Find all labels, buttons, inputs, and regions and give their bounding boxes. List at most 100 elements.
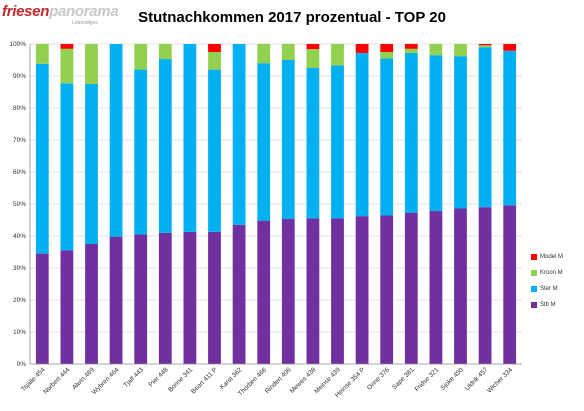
- bar-stack: [331, 44, 344, 364]
- x-tick-label: Karst 362: [219, 366, 244, 391]
- bar-stack: [306, 44, 320, 364]
- x-tick-label: Sjoke 450: [440, 366, 466, 392]
- bar-segment: [380, 215, 394, 364]
- bar-segment: [478, 44, 492, 46]
- bar-segment: [380, 58, 394, 216]
- bar-segment: [60, 250, 74, 364]
- bar-segment: [85, 244, 98, 364]
- bar-segment: [85, 44, 98, 84]
- bar-stack: [183, 44, 197, 364]
- bar-segment: [208, 52, 221, 70]
- bar-segment: [60, 48, 74, 84]
- legend-label: Ster M: [540, 285, 558, 292]
- bar-segment: [158, 59, 172, 233]
- bar-segment: [380, 44, 394, 52]
- bar-segment: [404, 44, 418, 49]
- bar-stack: [60, 44, 74, 364]
- bar-segment: [281, 60, 295, 220]
- y-tick-label: 50%: [13, 201, 26, 208]
- bar-segment: [35, 253, 49, 364]
- bar-segment: [134, 44, 148, 70]
- y-tick-label: 60%: [13, 169, 26, 176]
- bar-stack: [281, 44, 295, 364]
- bar-stack: [404, 44, 418, 364]
- bar-segment: [232, 44, 246, 225]
- x-tick-label: Norbert 444: [42, 366, 71, 395]
- x-tick-label: Tjalf 443: [123, 366, 146, 389]
- bar-segment: [257, 220, 271, 364]
- bar-segment: [306, 49, 320, 68]
- bar-stack: [85, 44, 98, 364]
- legend-swatch: [531, 253, 537, 260]
- legend-item: Stb M: [531, 299, 563, 310]
- bar-segment: [306, 218, 320, 364]
- y-tick-label: 30%: [13, 265, 26, 272]
- bar-segment: [306, 68, 320, 219]
- bar-stack: [503, 44, 517, 364]
- bar-segment: [355, 44, 369, 53]
- bar-stacks: [35, 44, 517, 364]
- bar-segment: [85, 84, 98, 244]
- legend-item: Model M: [531, 251, 563, 262]
- bar-segment: [331, 218, 344, 364]
- bar-segment: [454, 208, 467, 364]
- bar-segment: [60, 83, 74, 251]
- legend-label: Kroon M: [540, 269, 563, 276]
- bar-segment: [331, 44, 344, 66]
- x-tick-label: Beart 411 P: [190, 366, 219, 395]
- bar-segment: [281, 44, 295, 60]
- y-tick-label: 100%: [9, 41, 26, 48]
- legend-item: Kroon M: [531, 267, 563, 278]
- legend-swatch: [531, 269, 537, 276]
- bar-segment: [355, 216, 369, 364]
- bar-segment: [404, 48, 418, 53]
- legend-item: Ster M: [531, 283, 563, 294]
- x-tick-label: Wybren 464: [91, 366, 121, 396]
- bar-segment: [478, 207, 492, 364]
- y-tick-label: 80%: [13, 105, 26, 112]
- bar-stack: [429, 44, 443, 364]
- bar-segment: [257, 63, 271, 221]
- x-tick-label: Onne 376: [366, 366, 391, 391]
- bar-segment: [478, 45, 492, 48]
- y-tick-label: 40%: [13, 233, 26, 240]
- bar-stack: [478, 44, 492, 364]
- y-tick-label: 20%: [13, 297, 26, 304]
- y-tick-label: 90%: [13, 73, 26, 80]
- legend-swatch: [531, 301, 537, 308]
- bar-segment: [134, 69, 148, 235]
- bar-segment: [109, 44, 123, 237]
- logo-part-friesen: friesen: [2, 3, 50, 20]
- bar-stack: [158, 44, 172, 364]
- chart-legend: Model M Kroon M Ster M Stb M: [531, 251, 563, 315]
- bar-segment: [429, 44, 443, 56]
- bar-segment: [429, 55, 443, 212]
- x-tick-label: Alwin 469: [71, 366, 96, 391]
- logo-part-panorama: panorama: [49, 3, 119, 20]
- bar-segment: [35, 63, 49, 254]
- bar-segment: [478, 47, 492, 208]
- bar-stack: [35, 44, 49, 364]
- y-tick-label: 0%: [17, 361, 27, 368]
- bar-segment: [208, 231, 221, 364]
- bar-segment: [331, 65, 344, 219]
- x-tick-label: Wicher 334: [486, 366, 514, 394]
- legend-swatch: [531, 285, 537, 292]
- legend-label: Stb M: [540, 301, 556, 308]
- bar-segment: [503, 205, 517, 364]
- bar-stack: [109, 44, 123, 364]
- bar-segment: [257, 44, 271, 64]
- y-tick-label: 70%: [13, 137, 26, 144]
- bar-stack: [232, 44, 246, 364]
- bar-segment: [454, 56, 467, 209]
- bar-segment: [404, 52, 418, 213]
- bar-stack: [134, 44, 148, 364]
- bar-segment: [404, 212, 418, 364]
- bar-segment: [183, 44, 197, 232]
- y-tick-labels: 0% 10% 20% 30% 40% 50% 60% 70% 80% 90% 100%: [9, 41, 26, 368]
- bar-stack: [208, 44, 221, 364]
- x-tick-label: Pier 448: [148, 366, 170, 388]
- bar-segment: [35, 44, 49, 64]
- gridlines: [30, 43, 522, 333]
